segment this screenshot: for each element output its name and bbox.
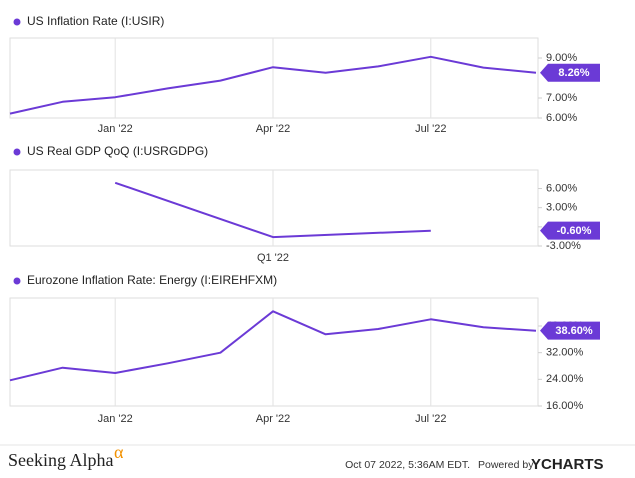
y-tick-label: 3.00% bbox=[546, 202, 577, 214]
brand-symbol: α bbox=[114, 442, 124, 462]
line-series bbox=[9, 310, 537, 382]
line-series bbox=[114, 181, 431, 239]
x-tick-label: Jan '22 bbox=[98, 413, 133, 425]
timestamp: Oct 07 2022, 5:36AM EDT. bbox=[345, 459, 470, 471]
value-label: 8.26% bbox=[558, 67, 589, 79]
powered-by: Powered by bbox=[478, 459, 534, 471]
y-tick-label: 7.00% bbox=[546, 92, 577, 104]
legend-dot bbox=[13, 277, 21, 285]
y-tick-label: 6.00% bbox=[546, 182, 577, 194]
x-tick-label: Apr '22 bbox=[256, 123, 291, 135]
y-tick-label: 32.00% bbox=[546, 347, 584, 359]
x-tick-label: Jan '22 bbox=[98, 123, 133, 135]
ycharts-logo: YCHARTS bbox=[531, 456, 604, 473]
x-tick-label: Apr '22 bbox=[256, 413, 291, 425]
plot-frame bbox=[9, 37, 539, 119]
chart-title: Eurozone Inflation Rate: Energy (I:EIREH… bbox=[27, 273, 277, 287]
legend-dot bbox=[13, 18, 21, 26]
x-tick-label: Jul '22 bbox=[415, 413, 446, 425]
y-tick-label: 24.00% bbox=[546, 373, 584, 385]
legend-dot bbox=[13, 148, 21, 156]
plot-frame bbox=[9, 297, 539, 407]
value-badge bbox=[540, 221, 600, 240]
line-series bbox=[9, 55, 537, 115]
y-tick-label: 16.00% bbox=[546, 400, 584, 412]
value-badge bbox=[540, 63, 600, 82]
x-tick-label: Jul '22 bbox=[415, 123, 446, 135]
chart-title: US Real GDP QoQ (I:USRGDPG) bbox=[27, 144, 208, 158]
value-badge bbox=[540, 321, 600, 340]
y-tick-label: 9.00% bbox=[546, 52, 577, 64]
value-label: 38.60% bbox=[555, 325, 593, 337]
y-tick-label: 6.00% bbox=[546, 112, 577, 124]
chart-title: US Inflation Rate (I:USIR) bbox=[27, 14, 164, 28]
value-label: -0.60% bbox=[557, 225, 592, 237]
brand: Seeking Alpha bbox=[8, 450, 114, 470]
y-tick-label: -3.00% bbox=[546, 240, 581, 252]
x-tick-label: Q1 '22 bbox=[257, 252, 289, 264]
